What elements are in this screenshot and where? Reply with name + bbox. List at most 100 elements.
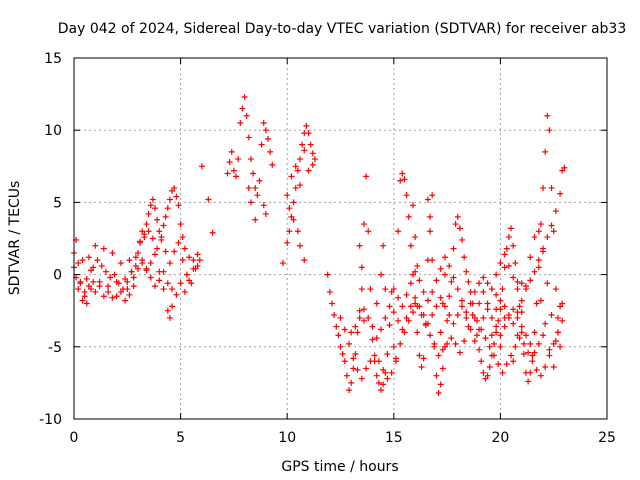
data-point xyxy=(126,257,133,264)
data-point xyxy=(416,352,423,359)
data-point xyxy=(510,320,517,327)
data-point xyxy=(484,372,491,379)
y-tick-label: 0 xyxy=(53,268,62,284)
data-point xyxy=(505,234,512,241)
data-point xyxy=(437,265,444,272)
data-point xyxy=(247,199,254,206)
data-point xyxy=(152,205,159,212)
data-point xyxy=(427,332,434,339)
data-point xyxy=(100,245,107,252)
data-point xyxy=(305,130,312,137)
data-point xyxy=(156,277,163,284)
data-point xyxy=(350,365,357,372)
data-point xyxy=(267,148,274,155)
data-point xyxy=(137,239,144,246)
data-point xyxy=(493,271,500,278)
data-point xyxy=(527,369,534,376)
data-point xyxy=(561,164,568,171)
data-point xyxy=(169,303,176,310)
data-point xyxy=(292,184,299,191)
x-tick-label: 5 xyxy=(176,430,185,446)
data-point xyxy=(501,314,508,321)
data-point xyxy=(109,294,116,301)
data-point xyxy=(130,283,137,290)
data-point xyxy=(122,275,129,282)
data-point xyxy=(399,326,406,333)
data-point xyxy=(546,352,553,359)
data-point xyxy=(454,286,461,293)
data-point xyxy=(471,338,478,345)
data-point xyxy=(437,329,444,336)
data-point xyxy=(90,278,97,285)
data-point xyxy=(158,236,165,243)
data-point xyxy=(407,280,414,287)
y-tick-label: -5 xyxy=(48,340,62,356)
data-point xyxy=(337,314,344,321)
data-point xyxy=(117,288,124,295)
data-point xyxy=(431,343,438,350)
data-point xyxy=(245,184,252,191)
data-point xyxy=(122,297,129,304)
data-point xyxy=(529,358,536,365)
data-point xyxy=(388,369,395,376)
data-point xyxy=(550,228,557,235)
data-point xyxy=(429,192,436,199)
data-point xyxy=(429,257,436,264)
data-point xyxy=(533,366,540,373)
data-point xyxy=(235,156,242,163)
data-point xyxy=(375,358,382,365)
data-point xyxy=(303,122,310,129)
data-point xyxy=(382,314,389,321)
data-point xyxy=(284,192,291,199)
x-axis-label: GPS time / hours xyxy=(281,459,398,475)
data-point xyxy=(531,234,538,241)
data-point xyxy=(480,314,487,321)
data-point xyxy=(473,332,480,339)
data-point xyxy=(198,163,205,170)
data-point xyxy=(484,280,491,287)
data-point xyxy=(501,323,508,330)
data-point xyxy=(544,280,551,287)
data-point xyxy=(486,364,493,371)
data-point xyxy=(354,329,361,336)
data-point xyxy=(501,251,508,258)
data-point xyxy=(348,379,355,386)
data-point xyxy=(503,245,510,252)
data-point xyxy=(501,264,508,271)
data-point xyxy=(286,228,293,235)
data-point xyxy=(380,366,387,373)
data-point xyxy=(550,364,557,371)
data-point xyxy=(467,300,474,307)
data-point xyxy=(488,332,495,339)
data-point xyxy=(454,312,461,319)
data-point xyxy=(265,135,272,142)
data-point xyxy=(209,229,216,236)
data-point xyxy=(367,358,374,365)
data-point xyxy=(134,249,141,256)
data-point xyxy=(311,156,318,163)
data-point xyxy=(237,119,244,126)
data-point xyxy=(299,141,306,148)
data-point xyxy=(230,167,237,174)
data-point xyxy=(354,366,361,373)
data-point xyxy=(554,329,561,336)
data-point xyxy=(518,309,525,316)
data-point xyxy=(427,213,434,220)
data-point xyxy=(360,221,367,228)
data-point xyxy=(105,288,112,295)
data-point xyxy=(358,286,365,293)
data-point xyxy=(420,312,427,319)
x-tick-label: 25 xyxy=(598,430,616,446)
data-point xyxy=(250,170,257,177)
data-point xyxy=(418,364,425,371)
data-point xyxy=(493,323,500,330)
data-point xyxy=(405,213,412,220)
data-point xyxy=(514,332,521,339)
data-point xyxy=(85,283,92,290)
data-point xyxy=(480,288,487,295)
data-point xyxy=(412,234,419,241)
data-point xyxy=(296,242,303,249)
data-point xyxy=(301,257,308,264)
data-point xyxy=(495,361,502,368)
